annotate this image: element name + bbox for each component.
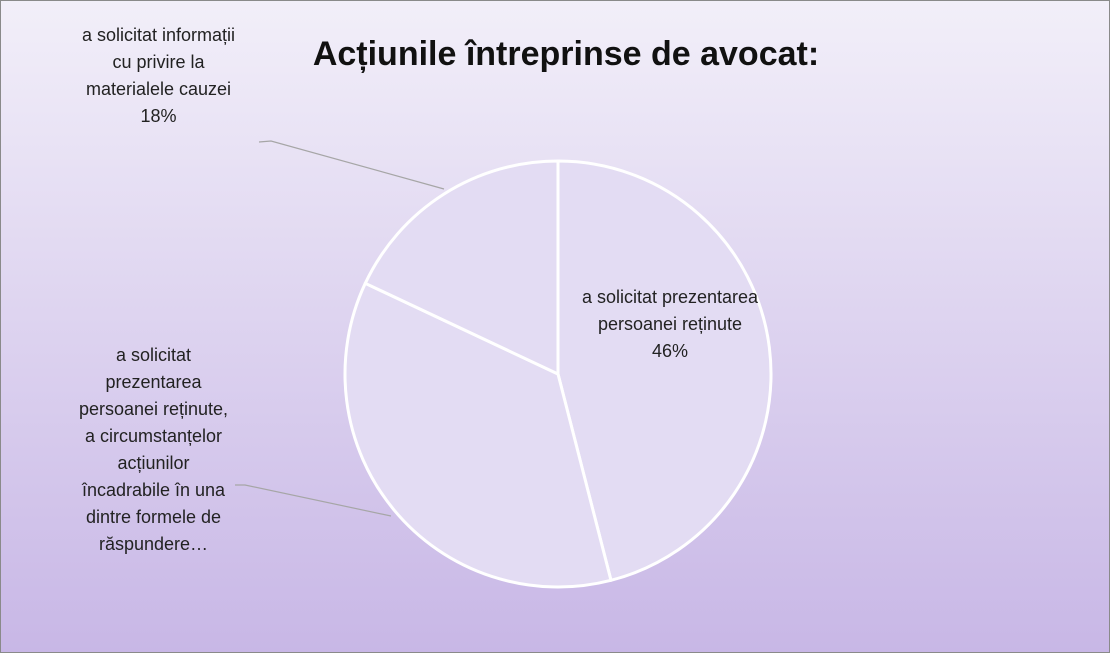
pie-slice — [556, 159, 773, 582]
value-label: 46% — [651, 341, 689, 361]
slice-label: a solicitat prezentarea persoanei reținu… — [565, 284, 775, 365]
chart-title: Acțiunile întreprinse de avocat: — [312, 35, 820, 73]
pie-slice — [343, 281, 613, 589]
leader-line — [258, 140, 445, 190]
slice-label: a solicitat informații cu privire la mat… — [71, 22, 246, 130]
slice-label: a solicitat prezentarea persoanei reținu… — [76, 342, 231, 558]
pie-slice — [363, 159, 560, 376]
category-label: a solicitat informații cu privire la mat… — [81, 25, 236, 99]
category-label: a solicitat prezentarea persoanei reținu… — [581, 287, 759, 334]
value-label: 18% — [140, 106, 177, 126]
leader-line — [235, 484, 392, 517]
category-label: a solicitat prezentarea persoanei reținu… — [78, 345, 229, 554]
